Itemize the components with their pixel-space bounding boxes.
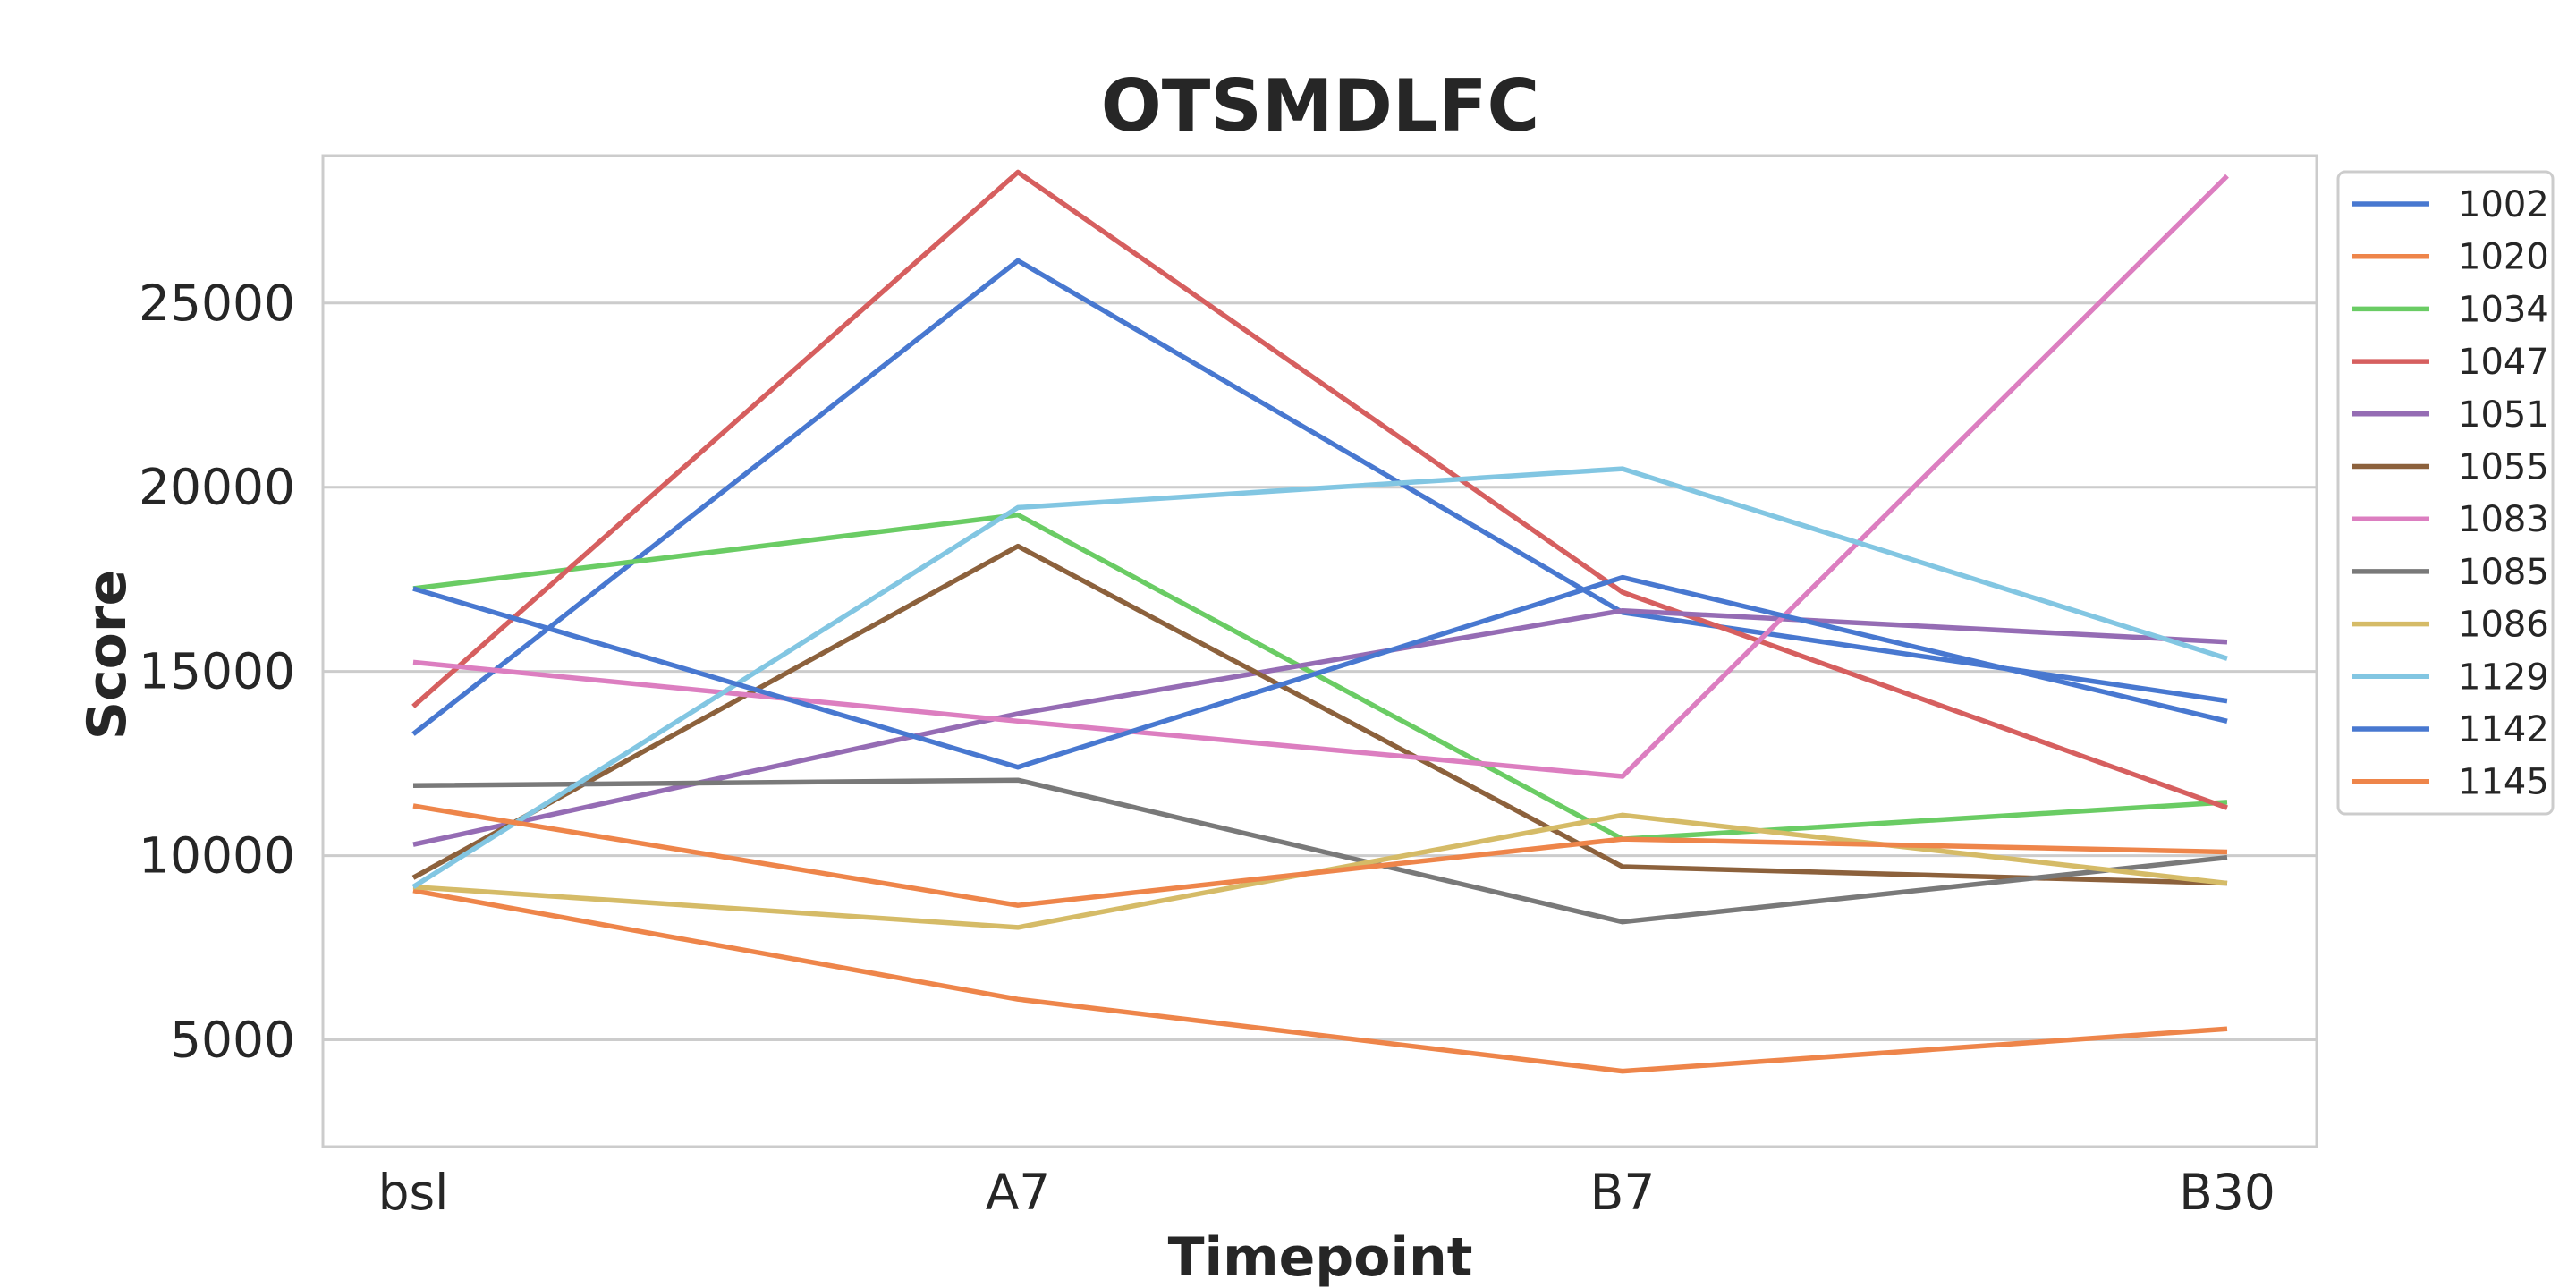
x-tick-label-B30: B30 (2179, 1164, 2275, 1221)
x-tick-label-A7: A7 (986, 1164, 1051, 1221)
series-line-1083 (412, 174, 2229, 779)
legend-label-1055: 1055 (2458, 447, 2549, 488)
x-tick-labels: bsl A7 B7 B30 (378, 1164, 2275, 1221)
legend-label-1086: 1086 (2458, 605, 2549, 646)
legend-label-1145: 1145 (2458, 762, 2549, 803)
series-line-1051 (412, 607, 2228, 847)
series-lines (411, 169, 2229, 1074)
y-tick-label-15000: 15000 (139, 643, 295, 700)
y-tick-label-25000: 25000 (139, 275, 295, 332)
chart-title: OTSMDLFC (1101, 64, 1540, 148)
legend-label-1047: 1047 (2458, 342, 2549, 383)
x-axis-label: Timepoint (1168, 1226, 1473, 1288)
series-line-1129 (411, 466, 2228, 889)
y-tick-label-5000: 5000 (170, 1012, 295, 1069)
legend: 1002 1020 1034 1047 1051 1055 1083 1085 1086 1129… (2336, 170, 2555, 816)
plot-frame (321, 154, 2318, 1148)
legend-label-1085: 1085 (2458, 552, 2549, 593)
series-line-1145 (412, 803, 2228, 908)
legend-label-1020: 1020 (2458, 237, 2549, 278)
series-line-1142 (412, 574, 2228, 770)
y-tick-label-20000: 20000 (139, 459, 295, 516)
series-line-1034 (412, 512, 2228, 842)
legend-frame (2336, 170, 2555, 816)
y-tick-label-10000: 10000 (139, 827, 295, 885)
legend-label-1142: 1142 (2458, 709, 2549, 750)
series-line-1055 (411, 543, 2228, 886)
series-line-1047 (411, 169, 2228, 810)
y-axis-label: Score (76, 570, 139, 740)
legend-label-1129: 1129 (2458, 657, 2549, 698)
y-tick-labels: 5000 10000 15000 20000 25000 (139, 275, 295, 1069)
legend-label-1083: 1083 (2458, 499, 2549, 540)
series-line-1085 (412, 777, 2228, 925)
legend-label-1034: 1034 (2458, 289, 2549, 330)
series-line-1020 (412, 887, 2228, 1074)
legend-label-1051: 1051 (2458, 394, 2549, 436)
legend-label-1002: 1002 (2458, 184, 2549, 225)
series-line-1002 (411, 258, 2228, 736)
x-tick-label-bsl: bsl (378, 1164, 449, 1221)
x-tick-label-B7: B7 (1590, 1164, 1656, 1221)
